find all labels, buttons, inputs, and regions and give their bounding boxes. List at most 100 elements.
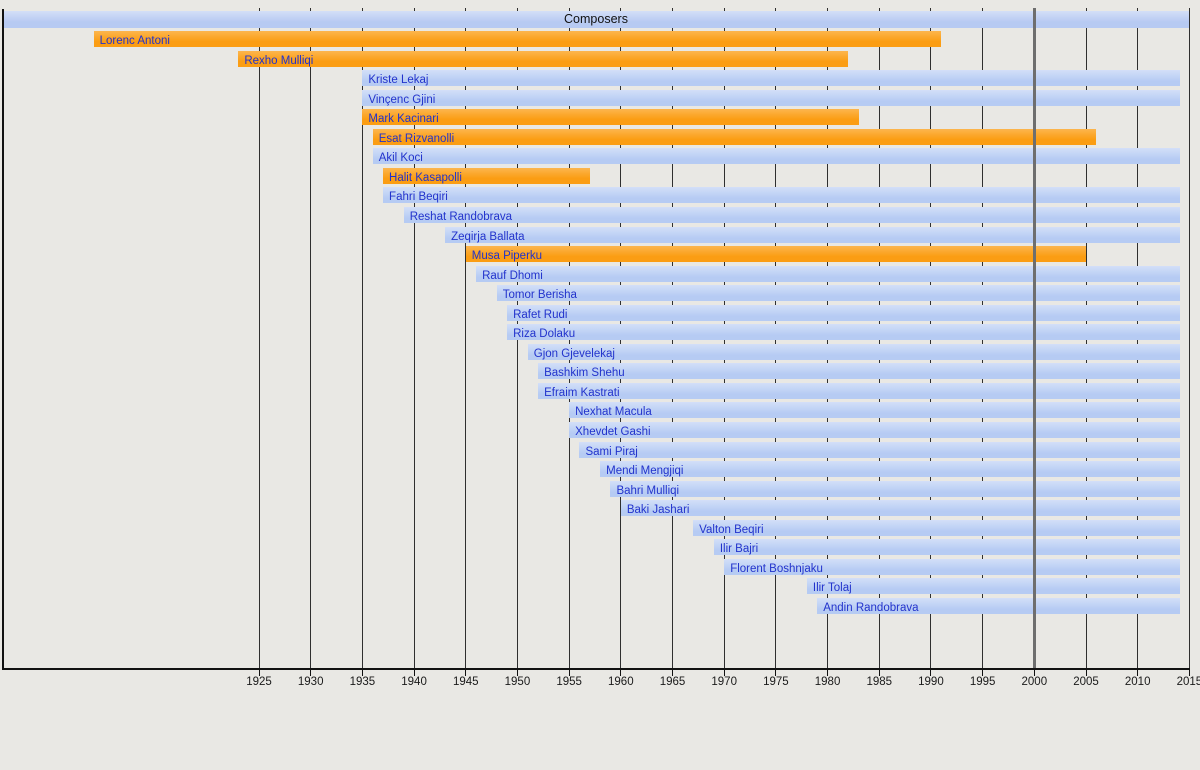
timeline-bar: Efraim Kastrati bbox=[538, 382, 1180, 399]
timeline-bar: Esat Rizvanolli bbox=[372, 128, 1097, 145]
composer-name: Tomor Berisha bbox=[502, 289, 577, 302]
axis-tick-1955 bbox=[568, 670, 570, 676]
timeline-bar: Rexho Mulliqi bbox=[238, 50, 849, 67]
composer-name: Musa Piperku bbox=[471, 250, 543, 263]
year-label: 1945 bbox=[452, 676, 479, 688]
timeline-bar: Fahri Beqiri bbox=[383, 187, 1180, 204]
year-label: 1995 bbox=[969, 676, 996, 688]
timeline-bar: Ilir Bajri bbox=[713, 539, 1180, 556]
composer-name: Bahri Mulliqi bbox=[616, 484, 680, 497]
axis-tick-1975 bbox=[775, 670, 777, 676]
year-label: 1975 bbox=[763, 676, 789, 688]
composer-name: Akil Koci bbox=[378, 152, 423, 165]
composer-name: Fahri Beqiri bbox=[389, 191, 448, 204]
composer-name: Andin Randobrava bbox=[823, 601, 919, 614]
timeline-bar: Valton Beqiri bbox=[693, 519, 1180, 536]
timeline-bar: Lorenc Antoni bbox=[93, 31, 942, 47]
year-label: 2005 bbox=[1073, 676, 1099, 688]
composer-name: Sami Piraj bbox=[585, 445, 638, 458]
gridline-1945 bbox=[465, 8, 467, 669]
axis-tick-2010 bbox=[1137, 670, 1139, 676]
composer-name: Lorenc Antoni bbox=[99, 35, 170, 47]
chart-title: Composers bbox=[564, 12, 628, 26]
axis-tick-1935 bbox=[361, 670, 363, 676]
composer-name: Esat Rizvanolli bbox=[378, 132, 455, 145]
composer-name: Rafet Rudi bbox=[513, 308, 568, 321]
composer-name: Vinçenc Gjini bbox=[368, 93, 436, 106]
year-label: 1990 bbox=[918, 676, 944, 688]
axis-tick-2005 bbox=[1085, 670, 1087, 676]
composer-name: Florent Boshnjaku bbox=[730, 562, 823, 575]
axis-tick-1945 bbox=[465, 670, 467, 676]
axis-tick-1960 bbox=[620, 670, 622, 676]
year-2000-gridline bbox=[1032, 8, 1036, 669]
year-label: 1980 bbox=[814, 676, 841, 688]
timeline-bar: Zeqirja Ballata bbox=[445, 226, 1180, 243]
axis-tick-1995 bbox=[982, 670, 984, 676]
composer-name: Riza Dolaku bbox=[513, 328, 576, 341]
axis-tick-1965 bbox=[672, 670, 673, 676]
timeline-bar: Florent Boshnjaku bbox=[724, 558, 1180, 575]
axis-tick-1970 bbox=[723, 670, 725, 676]
composer-name: Mendi Mengjiqi bbox=[606, 465, 684, 478]
timeline-bar: Halit Kasapolli bbox=[383, 167, 590, 184]
year-label: 1965 bbox=[659, 676, 686, 688]
year-label: 1935 bbox=[349, 676, 376, 688]
composer-name: Ilir Bajri bbox=[719, 543, 759, 556]
chart-title-bar: Composers bbox=[3, 11, 1189, 28]
composer-name: Rauf Dhomi bbox=[482, 269, 543, 282]
year-label: 2000 bbox=[1021, 676, 1048, 688]
timeline-bar: Rauf Dhomi bbox=[476, 265, 1180, 282]
year-label: 1950 bbox=[504, 676, 531, 688]
axis-tick-2015 bbox=[1188, 670, 1190, 676]
timeline-bar: Nexhat Macula bbox=[569, 402, 1180, 419]
composer-name: Bashkim Shehu bbox=[544, 367, 625, 380]
composer-name: Baki Jashari bbox=[626, 504, 690, 517]
axis-tick-2000 bbox=[1033, 670, 1035, 676]
timeline-bar: Reshat Randobrava bbox=[403, 206, 1180, 223]
timeline-bar: Mendi Mengjiqi bbox=[600, 461, 1180, 478]
timeline-bar: Ilir Tolaj bbox=[806, 578, 1180, 595]
timeline-bar: Mark Kacinari bbox=[362, 109, 859, 126]
timeline-bar: Sami Piraj bbox=[579, 441, 1180, 458]
year-label: 1955 bbox=[556, 676, 582, 688]
timeline-bar: Bashkim Shehu bbox=[538, 363, 1180, 380]
composer-name: Reshat Randobrava bbox=[409, 210, 513, 223]
composer-name: Kriste Lekaj bbox=[368, 74, 429, 87]
timeline-bar: Baki Jashari bbox=[620, 500, 1180, 517]
timeline-bar: Akil Koci bbox=[372, 148, 1180, 165]
gridline-1925 bbox=[258, 8, 260, 669]
axis-tick-1980 bbox=[827, 670, 829, 676]
year-label: 1925 bbox=[246, 676, 272, 688]
composer-name: Xhevdet Gashi bbox=[575, 426, 651, 438]
timeline-bar: Vinçenc Gjini bbox=[362, 89, 1180, 106]
axis-tick-1950 bbox=[516, 670, 518, 676]
composer-name: Zeqirja Ballata bbox=[451, 230, 525, 243]
composer-name: Mark Kacinari bbox=[368, 113, 439, 126]
timeline-bar: Gjon Gjevelekaj bbox=[527, 343, 1180, 360]
composer-name: Rexho Mulliqi bbox=[244, 54, 314, 67]
axis-tick-1925 bbox=[258, 670, 260, 676]
timeline-bar: Rafet Rudi bbox=[507, 304, 1180, 321]
gridline-2015 bbox=[1188, 8, 1190, 669]
gridline-1940 bbox=[413, 8, 415, 669]
x-axis-line bbox=[2, 668, 1190, 670]
year-label: 1930 bbox=[297, 676, 324, 688]
year-label: 2010 bbox=[1124, 676, 1151, 688]
year-label: 2015 bbox=[1176, 676, 1200, 688]
year-label: 1960 bbox=[608, 676, 634, 688]
timeline-bar: Bahri Mulliqi bbox=[610, 480, 1180, 497]
timeline-bar: Musa Piperku bbox=[465, 246, 1086, 263]
axis-tick-1930 bbox=[310, 670, 312, 676]
gridline-1930 bbox=[310, 8, 312, 669]
timeline-bar: Xhevdet Gashi bbox=[569, 422, 1180, 438]
timeline-bar: Riza Dolaku bbox=[507, 324, 1180, 341]
year-label: 1970 bbox=[711, 676, 737, 688]
composer-name: Valton Beqiri bbox=[699, 523, 764, 536]
axis-tick-1940 bbox=[413, 670, 415, 676]
composer-name: Efraim Kastrati bbox=[544, 386, 620, 399]
year-label: 1985 bbox=[866, 676, 893, 688]
composer-name: Nexhat Macula bbox=[575, 406, 652, 419]
axis-tick-1985 bbox=[878, 670, 880, 676]
